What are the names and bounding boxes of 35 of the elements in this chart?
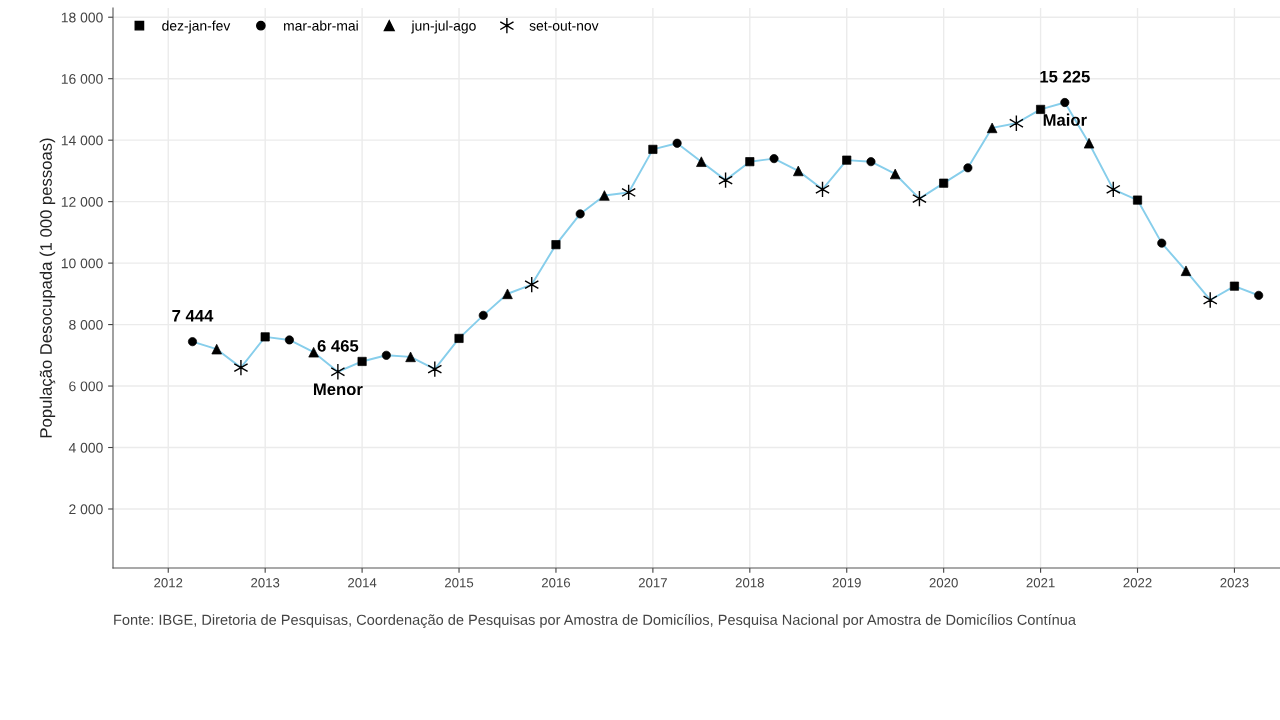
x-tick-label: 2018 — [735, 578, 764, 588]
y-tick-label: 18 000 — [61, 12, 103, 23]
point — [330, 363, 346, 381]
y-tick-label: 16 000 — [61, 74, 103, 84]
data-label: 15 225 — [1040, 70, 1090, 83]
point — [233, 359, 249, 376]
x-tick-label: 2012 — [154, 578, 183, 588]
x-tick-label: 2014 — [348, 578, 377, 588]
y-axis-title: População Desocupada (1 000 pessoas) — [39, 138, 56, 438]
x-tick-label: 2013 — [251, 578, 280, 588]
x-tick-label: 2021 — [1026, 578, 1055, 588]
point — [1036, 104, 1046, 114]
legend-label: mar-abr-mai — [284, 20, 358, 31]
x-tick-label: 2023 — [1220, 578, 1249, 588]
y-tick-label: 14 000 — [61, 135, 103, 146]
annotation: Maior — [1043, 113, 1087, 126]
y-tick-label: 12 000 — [61, 196, 103, 207]
y-tick-label: 2 000 — [69, 504, 103, 515]
data-label: 7 444 — [172, 310, 214, 322]
legend-label: set-out-nov — [529, 21, 599, 31]
y-tick-label: 6 000 — [69, 381, 103, 392]
x-tick-label: 2015 — [445, 578, 474, 588]
source-note: Fonte: IBGE, Diretoria de Pesquisas, Coordenação de Pesquisas por Amostra de Domicílios, Pesquisa Nacional por Amostra de Domicílios Contínua — [114, 614, 1076, 628]
y-tick-label: 8 000 — [69, 319, 103, 330]
legend-label: dez-jan-fev — [162, 20, 231, 34]
annotation: Menor — [313, 383, 363, 396]
x-tick-label: 2020 — [929, 578, 958, 588]
x-tick-label: 2019 — [832, 578, 861, 588]
x-tick-label: 2022 — [1123, 578, 1152, 588]
data-label: 6 465 — [317, 339, 359, 352]
x-tick-label: 2017 — [638, 578, 667, 588]
y-tick-label: 4 000 — [68, 442, 103, 453]
x-tick-label: 2016 — [541, 578, 571, 588]
y-tick-label: 10 000 — [61, 258, 103, 269]
legend-label: jun-jul-ago — [411, 20, 476, 34]
